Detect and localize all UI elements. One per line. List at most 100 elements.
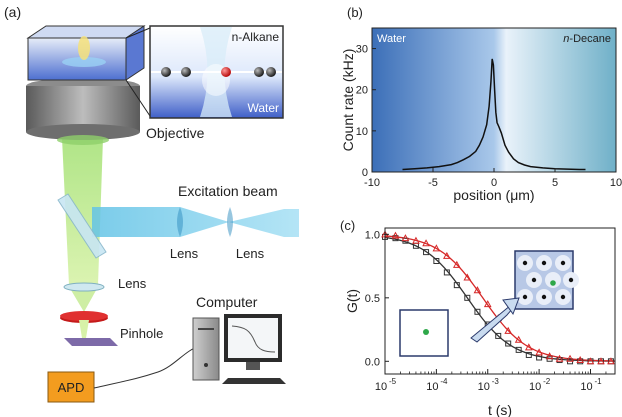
detector-plate	[64, 338, 118, 346]
plot-b-background	[372, 28, 616, 172]
c-xtick-label: 10	[478, 381, 490, 393]
c-ytick-label: 0.0	[365, 356, 380, 368]
lens-left-shape	[177, 207, 183, 237]
lens-right-label: Lens	[236, 246, 265, 261]
c-point-triangle	[535, 348, 543, 356]
c-point-triangle	[473, 286, 482, 294]
c-ytick-label: 1.0	[365, 229, 380, 241]
tower-slot	[198, 328, 214, 330]
b-xtick-label: 0	[491, 177, 497, 189]
region-right-prefix: n	[563, 33, 569, 45]
c-ytick-label: 0.5	[365, 293, 380, 305]
plot-c-frame	[384, 227, 616, 375]
c-xtick-exponent: -5	[389, 377, 397, 386]
particle-1	[161, 67, 171, 77]
cube-side	[125, 25, 145, 81]
c-point-triangle	[422, 239, 430, 247]
apd-label: APD	[58, 380, 85, 395]
b-xlabel: position (μm)	[453, 187, 534, 203]
monitor-stand	[246, 362, 260, 370]
inset-sparse	[399, 309, 449, 357]
c-xtick-exponent: -4	[440, 377, 448, 386]
c-point-triangle	[586, 357, 595, 365]
c-xtick-exponent: -2	[543, 377, 551, 386]
lower-lens-shape	[63, 282, 105, 292]
c-point-square	[495, 332, 502, 339]
b-series-line	[402, 58, 586, 171]
c-point-square	[453, 282, 460, 289]
apd-box	[47, 371, 95, 403]
c-point-triangle	[524, 343, 533, 351]
c-point-triangle	[463, 273, 472, 281]
c-point-square	[443, 269, 450, 276]
c-point-triangle	[443, 251, 451, 259]
emission-focus-cone	[68, 285, 99, 312]
lens-left-label: Lens	[170, 246, 199, 261]
c-point-square	[464, 294, 471, 301]
c-xtick-label: 10	[426, 381, 438, 393]
c-xtick-exponent: -3	[492, 377, 500, 386]
particle-3	[254, 67, 264, 77]
excitation-label: Excitation beam	[178, 183, 278, 199]
tower-button	[204, 363, 208, 367]
keyboard	[222, 378, 286, 384]
pinhole-beam	[79, 320, 89, 338]
zoom-line-top	[125, 27, 151, 39]
cube-top	[26, 25, 146, 39]
tracer-particle	[221, 67, 231, 77]
dichroic-mirror	[57, 193, 107, 259]
inset-dense-grid	[517, 255, 579, 305]
inset-sparse-tracer	[423, 329, 429, 335]
panel-c-label: (c)	[340, 218, 355, 233]
region-right-label: n-Decane	[563, 33, 611, 45]
inset-bottom-label: Water	[247, 101, 279, 115]
panel-b-label: (b)	[347, 5, 363, 20]
particle-4	[266, 67, 276, 77]
computer-label: Computer	[196, 294, 258, 310]
c-point-triangle	[545, 352, 554, 360]
zoom-line-bottom	[125, 79, 151, 117]
cable	[93, 345, 201, 389]
b-ytick-label: 30	[356, 44, 368, 56]
c-point-square	[525, 351, 532, 358]
c-point-triangle	[566, 354, 574, 362]
computer-tower	[192, 317, 220, 381]
c-xtick-label: 10	[375, 381, 387, 393]
region-right-suffix: -Decane	[569, 33, 611, 45]
inset-arrow-head	[502, 297, 520, 316]
c-point-square	[423, 249, 430, 256]
panel-a-label: (a)	[4, 4, 21, 20]
plot-b-frame	[371, 27, 617, 173]
c-xtick-exponent: -1	[594, 377, 602, 386]
b-xtick-label: -5	[428, 177, 438, 189]
c-point-triangle	[391, 231, 400, 239]
objective-exit	[57, 135, 109, 145]
cube-focus	[78, 36, 90, 60]
c-point-triangle	[555, 354, 564, 362]
panel-a: (a) APD	[4, 4, 299, 403]
lens-lower-label: Lens	[118, 276, 147, 291]
c-xtick-label: 10	[580, 381, 592, 393]
c-point-square	[433, 258, 440, 265]
b-xtick-label: 5	[552, 177, 558, 189]
c-point-square	[505, 340, 512, 347]
panel-b: (b) -10 -5 0 5 10 0 10 20 30 Water n-Decane Coun…	[340, 5, 622, 203]
c-point-square	[474, 308, 481, 315]
pinhole-disc-top	[60, 311, 108, 321]
region-left-label: Water	[377, 33, 406, 45]
inset-arrow	[470, 304, 514, 343]
c-point-triangle	[597, 357, 605, 365]
c-xlabel: t (s)	[488, 402, 512, 417]
b-xtick-label: -10	[364, 177, 380, 189]
b-ylabel: Count rate (kHz)	[340, 49, 356, 152]
c-point-triangle	[401, 234, 410, 242]
c-point-square	[515, 346, 522, 353]
cube-rings	[62, 57, 106, 67]
panel-c: (c) 0.00.51.010 -5 10 -4 10 -3 10 -2 10 -1	[340, 218, 616, 417]
particle-2	[181, 67, 191, 77]
objective-bottom	[26, 124, 140, 140]
b-xtick-label: 10	[610, 177, 622, 189]
b-ytick-label: 0	[362, 167, 368, 179]
b-ytick-label: 10	[356, 126, 368, 138]
